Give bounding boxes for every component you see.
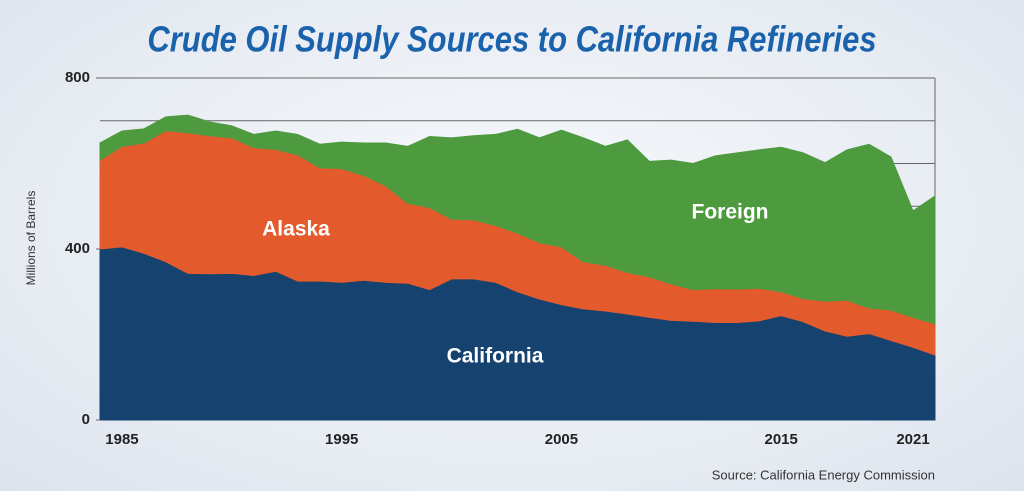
x-tick-label: 2005 [545, 431, 578, 448]
area [99, 114, 936, 325]
chart-title: Crude Oil Supply Sources to California R… [147, 20, 876, 60]
x-tick-label: 1995 [325, 431, 358, 448]
source-note: Source: California Energy Commission [712, 467, 935, 482]
y-tick-label: 0 [82, 411, 90, 428]
label-box [258, 216, 334, 244]
x-tick-label: 2021 [896, 431, 929, 448]
x-tick-label: 1985 [105, 431, 138, 448]
y-tick-label: 800 [65, 69, 90, 86]
y-tick-label: 400 [65, 240, 90, 257]
series-label: Alaska [262, 218, 330, 241]
x-tick-label: 2015 [764, 431, 797, 448]
y-axis-title: Millions of Barrels [24, 191, 38, 286]
series-label: Foreign [692, 201, 769, 224]
series-label: California [447, 345, 544, 368]
